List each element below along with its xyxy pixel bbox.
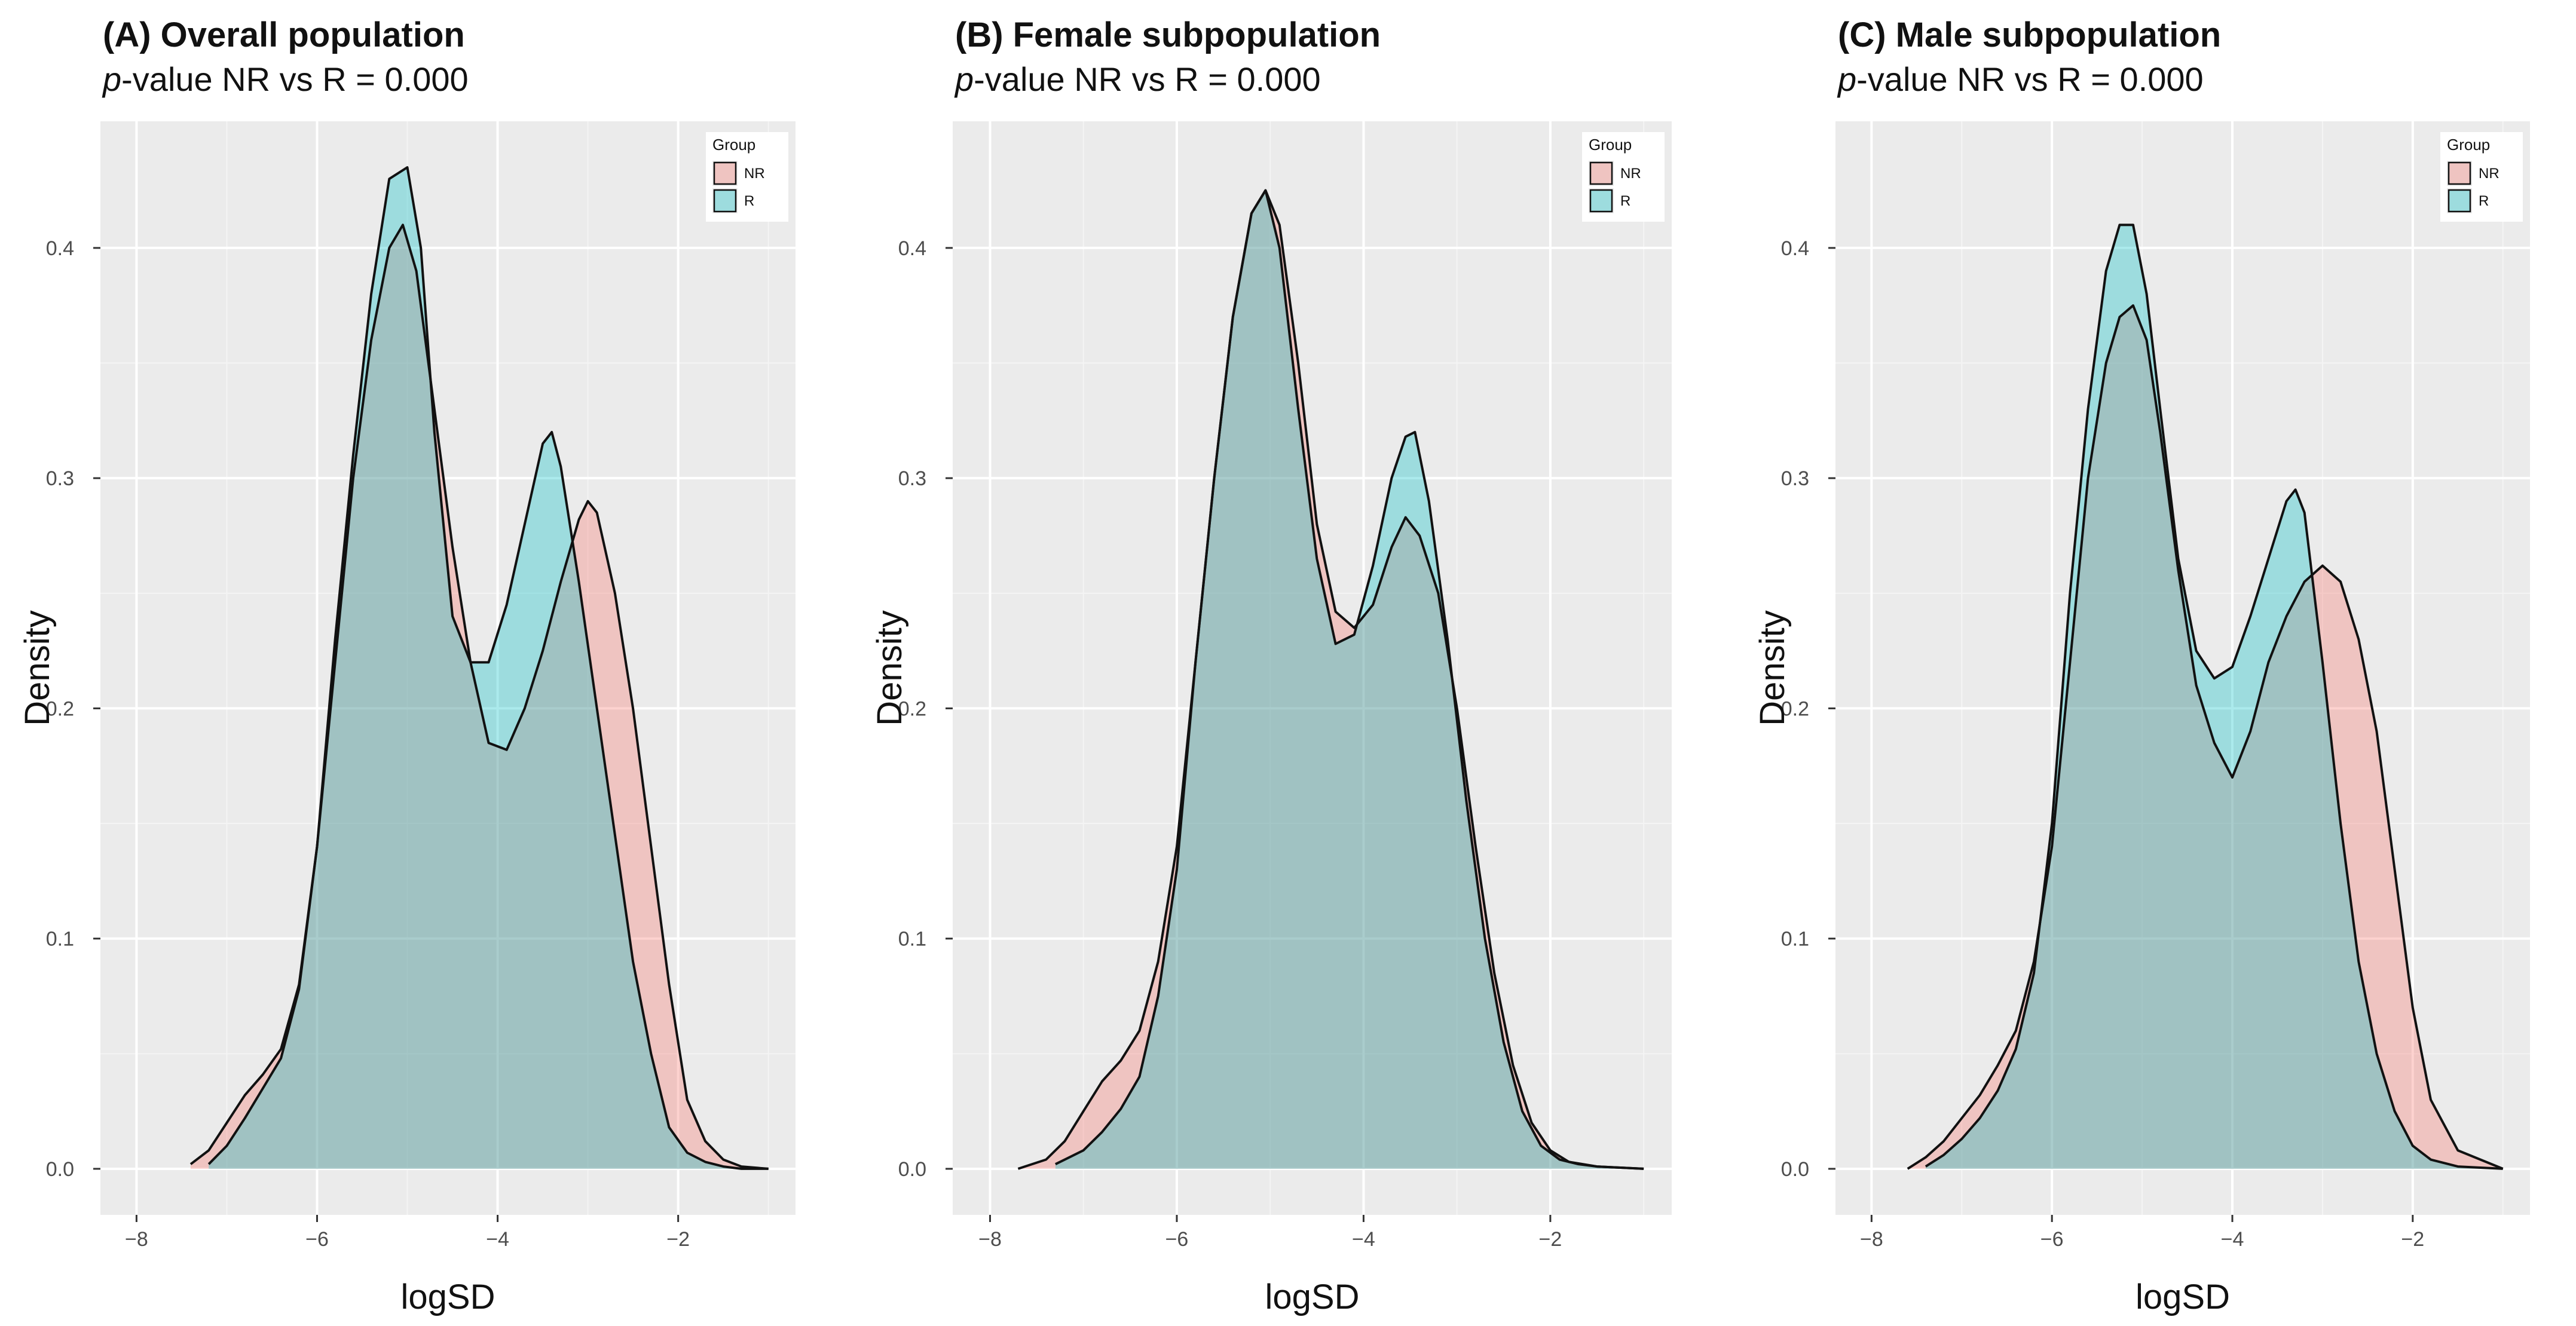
density-line-nr (1907, 304, 2504, 1170)
y-axis-title: Density (1753, 610, 1792, 725)
x-tick-label: −2 (1539, 1228, 1562, 1251)
y-tick-label: 0.1 (1781, 928, 1809, 951)
legend-key-bg (2447, 188, 2472, 213)
density-line-nr (189, 223, 769, 1170)
x-tick-label: −6 (2040, 1228, 2064, 1251)
density-line-r (1925, 223, 2503, 1170)
legend-key-bg (712, 161, 738, 186)
plot-background (953, 121, 1672, 1215)
chart-title: (A) Overall population (103, 16, 465, 54)
y-tick-label: 0.3 (898, 467, 926, 490)
y-tick-label: 0.2 (1781, 697, 1809, 720)
x-axis-title: logSD (1265, 1278, 1360, 1316)
x-tick-label: −2 (666, 1228, 690, 1251)
density-line-nr (1017, 189, 1644, 1170)
y-tick-label: 0.2 (46, 697, 74, 720)
subtitle-text: -value NR vs R = 0.000 (974, 60, 1320, 98)
chart-subtitle: p-value NR vs R = 0.000 (954, 60, 1321, 98)
chart-subtitle: p-value NR vs R = 0.000 (1837, 60, 2204, 98)
x-tick-label: −2 (2401, 1228, 2424, 1251)
x-tick-label: −8 (125, 1228, 148, 1251)
legend-label-nr: NR (2479, 166, 2499, 182)
legend-key-nr (1589, 161, 1613, 185)
legend-label-r: R (2479, 193, 2489, 209)
plot-background (100, 121, 796, 1215)
x-tick-label: −4 (1352, 1228, 1375, 1251)
chart-panel-3: (C) Male subpopulation p-value NR vs R = … (1753, 16, 2530, 1316)
subtitle-italic-p: p (954, 60, 974, 98)
y-tick-label: 0.3 (1781, 467, 1809, 490)
x-tick-label: −8 (978, 1228, 1002, 1251)
legend-key-bg (1589, 161, 1614, 186)
chart-panel-1: (A) Overall population p-value NR vs R = … (18, 16, 796, 1316)
chart-panel-2: (B) Female subpopulation p-value NR vs R … (870, 16, 1672, 1316)
chart-title: (B) Female subpopulation (955, 16, 1381, 54)
subtitle-italic-p: p (1837, 60, 1856, 98)
legend-key-r (2447, 189, 2471, 213)
density-area-r (209, 167, 769, 1169)
y-tick-label: 0.0 (1781, 1158, 1809, 1181)
y-tick-label: 0.1 (898, 928, 926, 951)
subtitle-italic-p: p (102, 60, 121, 98)
legend-title: Group (2447, 136, 2490, 154)
density-line-r (1055, 189, 1644, 1170)
legend-label-r: R (1620, 193, 1630, 209)
x-tick-label: −4 (486, 1228, 509, 1251)
density-area-r (1925, 225, 2503, 1169)
density-area-nr (1018, 190, 1644, 1169)
legend-label-r: R (744, 193, 754, 209)
y-tick-label: 0.4 (1781, 237, 1809, 260)
y-tick-label: 0.0 (46, 1158, 74, 1181)
chart-title: (C) Male subpopulation (1838, 16, 2221, 54)
legend-key-bg (2447, 161, 2472, 186)
legend-title: Group (712, 136, 755, 154)
plot-background (1835, 121, 2530, 1215)
legend-key-bg (1589, 188, 1614, 213)
y-tick-label: 0.0 (898, 1158, 926, 1181)
legend-key-bg (712, 188, 738, 213)
legend-label-nr: NR (1620, 166, 1641, 182)
density-area-nr (1907, 305, 2503, 1169)
x-tick-label: −6 (1165, 1228, 1189, 1251)
y-tick-label: 0.2 (898, 697, 926, 720)
y-tick-label: 0.4 (898, 237, 926, 260)
subtitle-text: -value NR vs R = 0.000 (121, 60, 468, 98)
legend-title: Group (1589, 136, 1632, 154)
legend-key-r (713, 189, 737, 213)
y-tick-label: 0.1 (46, 928, 74, 951)
x-tick-label: −6 (305, 1228, 329, 1251)
y-tick-label: 0.3 (46, 467, 74, 490)
density-area-r (1055, 190, 1644, 1169)
chart-subtitle: p-value NR vs R = 0.000 (102, 60, 469, 98)
subtitle-text: -value NR vs R = 0.000 (1856, 60, 2203, 98)
legend-key-r (1589, 189, 1613, 213)
x-tick-label: −4 (2221, 1228, 2244, 1251)
legend-key-nr (713, 161, 737, 185)
x-axis-title: logSD (401, 1278, 495, 1316)
x-axis-title: logSD (2136, 1278, 2230, 1316)
y-axis-title: Density (870, 610, 909, 725)
legend-label-nr: NR (744, 166, 765, 182)
y-axis-title: Density (18, 610, 57, 725)
density-line-r (207, 166, 769, 1170)
y-tick-label: 0.4 (46, 237, 74, 260)
x-tick-label: −8 (1860, 1228, 1883, 1251)
density-area-nr (191, 225, 769, 1169)
legend-key-nr (2447, 161, 2471, 185)
